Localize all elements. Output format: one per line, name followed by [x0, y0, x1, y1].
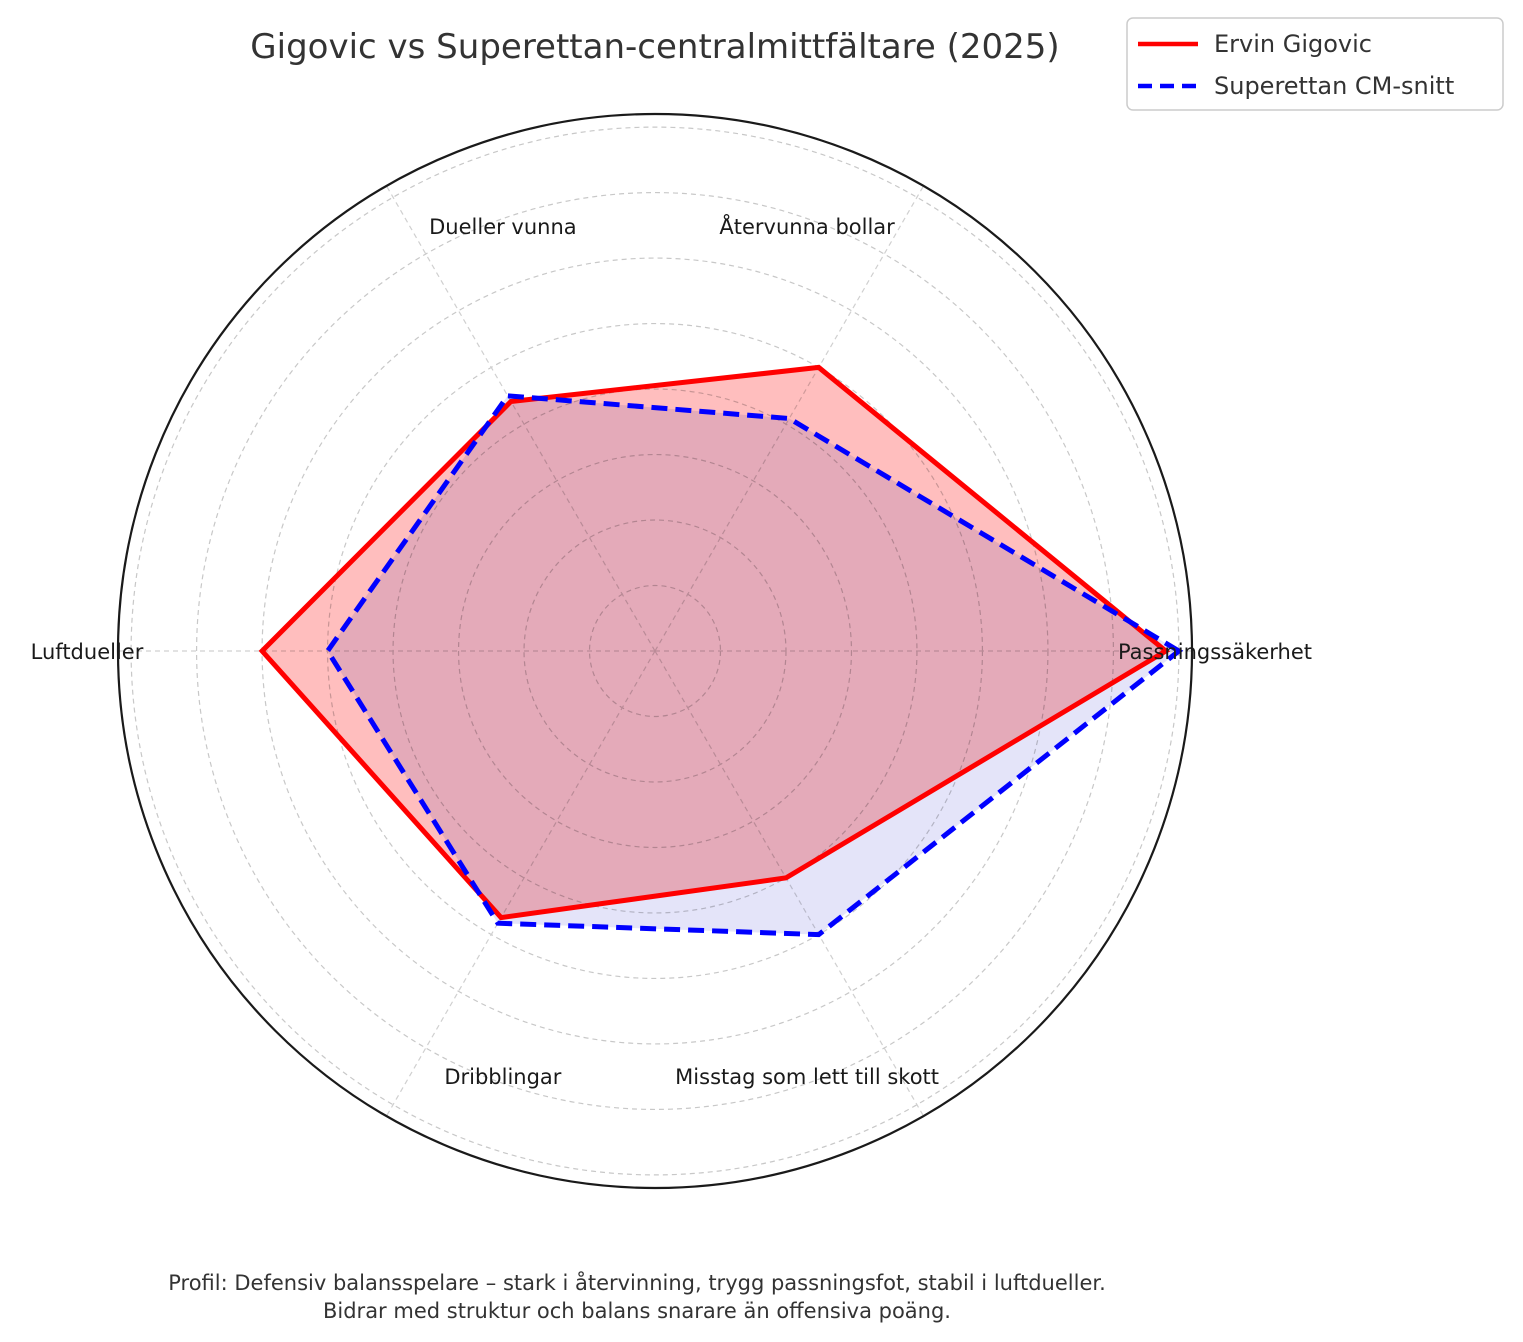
- axis-labels: Passningssäkerhet Återvunna bollar Dueller…: [31, 213, 1312, 1089]
- axis-label: Dribblingar: [444, 1065, 561, 1089]
- series-line: [324, 393, 1184, 938]
- legend-box: [1126, 17, 1504, 111]
- outer-ring: [116, 112, 1194, 1190]
- legend[interactable]: Ervin Gigovic Superettan CM-snitt: [1126, 17, 1504, 111]
- axis-label: Luftdueller: [31, 640, 144, 664]
- series-lines: [258, 364, 1184, 938]
- legend-label-superettan: Superettan CM-snitt: [1214, 72, 1454, 100]
- series-line: [258, 364, 1171, 921]
- caption-line-2: Bidrar med struktur och balans snarare ä…: [323, 1299, 951, 1323]
- axis-label: Återvunna bollar: [719, 213, 895, 239]
- legend-label-gigovic: Ervin Gigovic: [1214, 30, 1372, 58]
- series-fills: [262, 367, 1179, 935]
- axis-label: Passningssäkerhet: [1118, 640, 1312, 664]
- series-area: [327, 395, 1179, 935]
- caption-line-1: Profil: Defensiv balansspelare – stark i…: [168, 1270, 1106, 1295]
- axis-label: Dueller vunna: [429, 215, 577, 239]
- chart-title: Gigovic vs Superettan-centralmittfältare…: [250, 27, 1059, 67]
- axis-label: Misstag som lett till skott: [675, 1065, 939, 1089]
